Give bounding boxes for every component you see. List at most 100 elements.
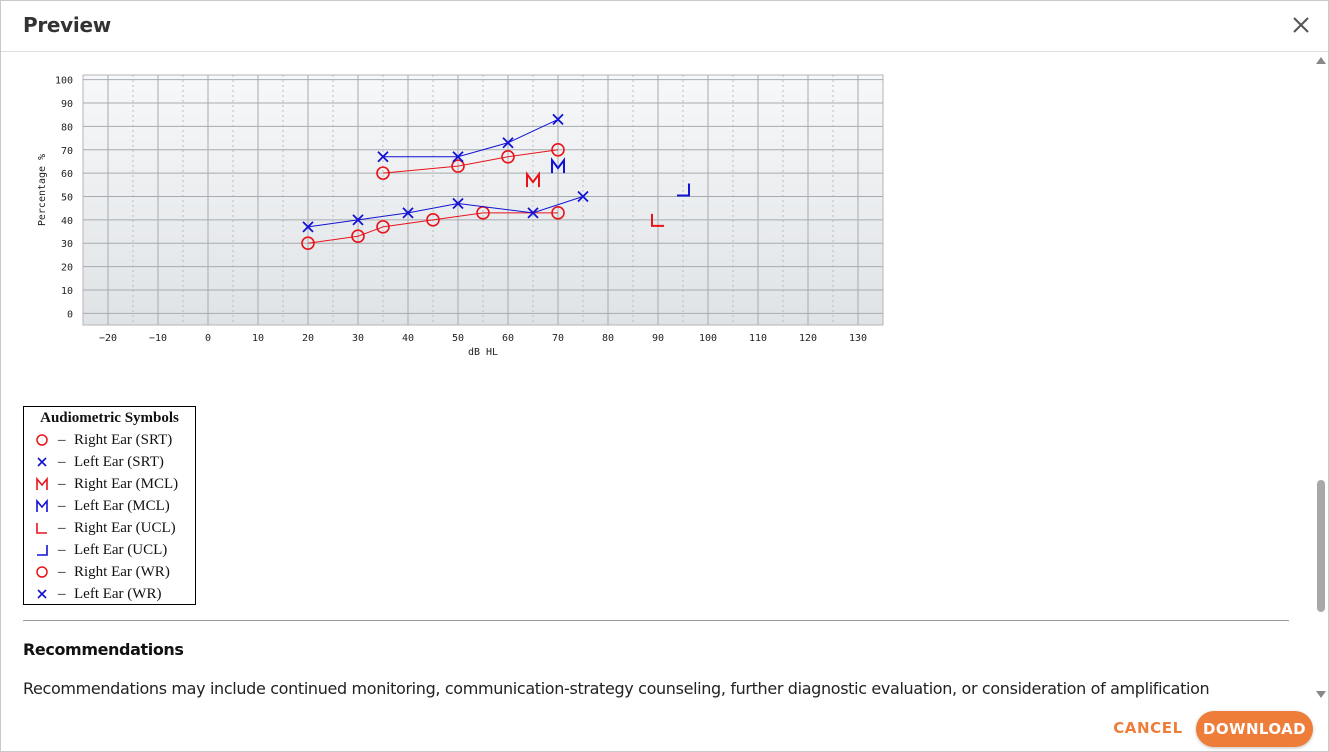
- legend-dash: –: [58, 476, 66, 492]
- x-tick-label: 110: [749, 333, 767, 344]
- x-tick-label: 130: [849, 333, 867, 344]
- dialog-title: Preview: [23, 13, 111, 37]
- scroll-thumb[interactable]: [1317, 480, 1325, 612]
- x-marker: [527, 207, 539, 219]
- y-tick-label: 80: [61, 122, 73, 133]
- y-tick-label: 70: [61, 146, 73, 157]
- legend-item: – Right Ear (MCL): [24, 473, 195, 495]
- legend-item: – Left Ear (MCL): [24, 495, 195, 517]
- x-tick-label: 90: [652, 333, 664, 344]
- x-marker: [502, 137, 514, 149]
- cancel-button[interactable]: CANCEL: [1113, 719, 1183, 737]
- x-tick-label: 60: [502, 333, 514, 344]
- y-tick-label: 10: [61, 286, 73, 297]
- x-marker: [377, 151, 389, 163]
- circle-marker: [501, 149, 515, 164]
- circle-marker: [376, 220, 390, 234]
- chart-svg: 0 10 20 30 40 50 60 70 80 90 100 −20 −10 0 10 20 30 40 50 6…: [37, 74, 884, 358]
- legend-title: Audiometric Symbols: [40, 410, 179, 426]
- legend-symbol-icon: [37, 589, 47, 599]
- y-tick-label: 60: [61, 169, 73, 180]
- bracket-marker: [677, 183, 690, 197]
- legend-label: Right Ear (MCL): [74, 476, 179, 492]
- preview-content[interactable]: 0 10 20 30 40 50 60 70 80 90 100 −20 −10 0 10 20 30 40 50 6…: [1, 53, 1314, 703]
- bracket-marker: [651, 213, 664, 227]
- legend-symbol-icon: [36, 499, 48, 512]
- m-marker: [551, 157, 565, 174]
- circle-marker: [451, 159, 465, 173]
- legend-dash: –: [58, 432, 66, 448]
- download-button[interactable]: DOWNLOAD: [1196, 711, 1313, 747]
- x-marker: [452, 151, 464, 163]
- y-tick-label: 40: [61, 216, 73, 227]
- y-tick-label: 30: [61, 239, 73, 250]
- circle-marker: [551, 206, 565, 220]
- y-tick-label: 0: [67, 309, 73, 320]
- legend-item: – Right Ear (WR): [24, 561, 195, 583]
- legend-label: Left Ear (SRT): [74, 454, 164, 470]
- circle-marker: [351, 229, 365, 244]
- x-tick-label: 50: [452, 333, 464, 344]
- y-tick-label: 50: [61, 192, 73, 203]
- legend-dash: –: [58, 520, 66, 536]
- legend-dash: –: [58, 498, 66, 514]
- legend-symbol-icon: [36, 477, 48, 490]
- x-tick-label: 30: [352, 333, 364, 344]
- close-icon[interactable]: [1289, 13, 1313, 37]
- legend-dash: –: [58, 542, 66, 558]
- y-tick-label: 100: [55, 76, 73, 87]
- y-tick-label: 20: [61, 263, 73, 274]
- x-marker: [402, 207, 414, 219]
- x-marker: [452, 197, 464, 210]
- x-tick-label: 120: [799, 333, 817, 344]
- scroll-up-arrow-icon[interactable]: [1316, 57, 1326, 64]
- vertical-scrollbar[interactable]: [1314, 53, 1328, 703]
- series-line: [307, 196, 584, 228]
- speech-audiogram-chart: 0 10 20 30 40 50 60 70 80 90 100 −20 −10 0 10 20 30 40 50 6…: [31, 67, 891, 372]
- x-tick-label: −20: [99, 333, 117, 344]
- x-marker: [552, 113, 564, 126]
- legend-label: Right Ear (WR): [74, 564, 170, 580]
- x-tick-label: 0: [205, 333, 211, 344]
- series-line: [383, 118, 559, 158]
- x-marker: [577, 190, 589, 203]
- x-tick-label: 20: [302, 333, 314, 344]
- y-tick-label: 90: [61, 99, 73, 110]
- x-tick-label: 10: [252, 333, 264, 344]
- legend-symbol-icon: [37, 545, 48, 556]
- legend-label: Left Ear (UCL): [74, 542, 168, 558]
- legend-symbol-icon: [36, 434, 48, 446]
- x-marker: [352, 214, 364, 226]
- legend-item: – Left Ear (UCL): [24, 539, 195, 561]
- x-axis-label: dB HL: [468, 347, 498, 358]
- circle-marker: [426, 213, 440, 227]
- scroll-down-arrow-icon[interactable]: [1316, 691, 1326, 698]
- x-tick-label: 80: [602, 333, 614, 344]
- legend-label: Right Ear (UCL): [74, 520, 176, 536]
- legend-label: Right Ear (SRT): [74, 432, 173, 448]
- legend-label: Left Ear (WR): [74, 586, 162, 602]
- series-line: [307, 212, 558, 244]
- circle-marker: [376, 166, 390, 180]
- circle-marker: [301, 236, 315, 251]
- legend-symbol-icon: [37, 457, 47, 467]
- legend-dash: –: [58, 564, 66, 580]
- legend-dash: –: [58, 586, 66, 602]
- series-line: [382, 149, 559, 174]
- legend-symbol-icon: [36, 523, 47, 534]
- y-axis-label: Percentage %: [37, 154, 48, 226]
- m-marker: [526, 171, 540, 188]
- x-tick-label: 100: [699, 333, 717, 344]
- legend-item: – Left Ear (WR): [24, 583, 195, 605]
- recommendations-title: Recommendations: [23, 640, 184, 659]
- x-tick-label: −10: [149, 333, 167, 344]
- circle-marker: [551, 142, 565, 157]
- recommendations-text: Recommendations may include continued mo…: [23, 679, 1210, 703]
- legend-item: – Right Ear (SRT): [24, 429, 195, 451]
- audiometric-symbols-legend: Audiometric Symbols – Right Ear (SRT) – Lef…: [23, 406, 196, 605]
- x-marker: [302, 221, 314, 233]
- x-tick-label: 70: [552, 333, 564, 344]
- section-divider: [23, 620, 1289, 621]
- dialog-footer: CANCEL DOWNLOAD: [1, 703, 1328, 751]
